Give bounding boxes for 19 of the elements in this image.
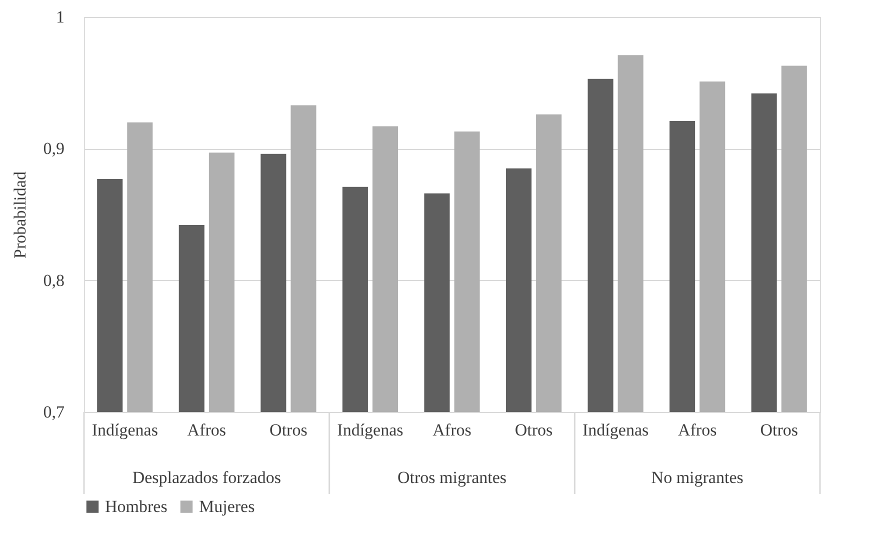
y-tick-label: 0,7 xyxy=(43,402,65,422)
text: Otros migrantes xyxy=(397,468,507,487)
x-tick-label: Afros xyxy=(678,420,717,440)
x-tick-label: Otros xyxy=(270,420,308,440)
legend-label: Hombres xyxy=(105,496,168,516)
x-tick-label: Afros xyxy=(432,420,472,440)
x-tick-label: Afros xyxy=(187,420,226,440)
y-tick-label: 0,9 xyxy=(43,139,64,158)
text: Desplazados forzados xyxy=(132,468,282,487)
x-tick-label: Indígenas xyxy=(582,420,649,440)
text: No migrantes xyxy=(651,468,744,487)
y-axis-title: Probabilidad xyxy=(10,171,30,258)
y-tick-label: 0,8 xyxy=(43,270,64,290)
x-tick-label: Indígenas xyxy=(92,420,158,440)
x-tick-label: Otros xyxy=(514,420,553,440)
x-tick-label: Indígenas xyxy=(337,420,404,440)
legend-label: Mujeres xyxy=(199,496,255,516)
x-tick-label: Otros xyxy=(760,420,798,440)
y-tick-label: 1 xyxy=(56,8,64,26)
